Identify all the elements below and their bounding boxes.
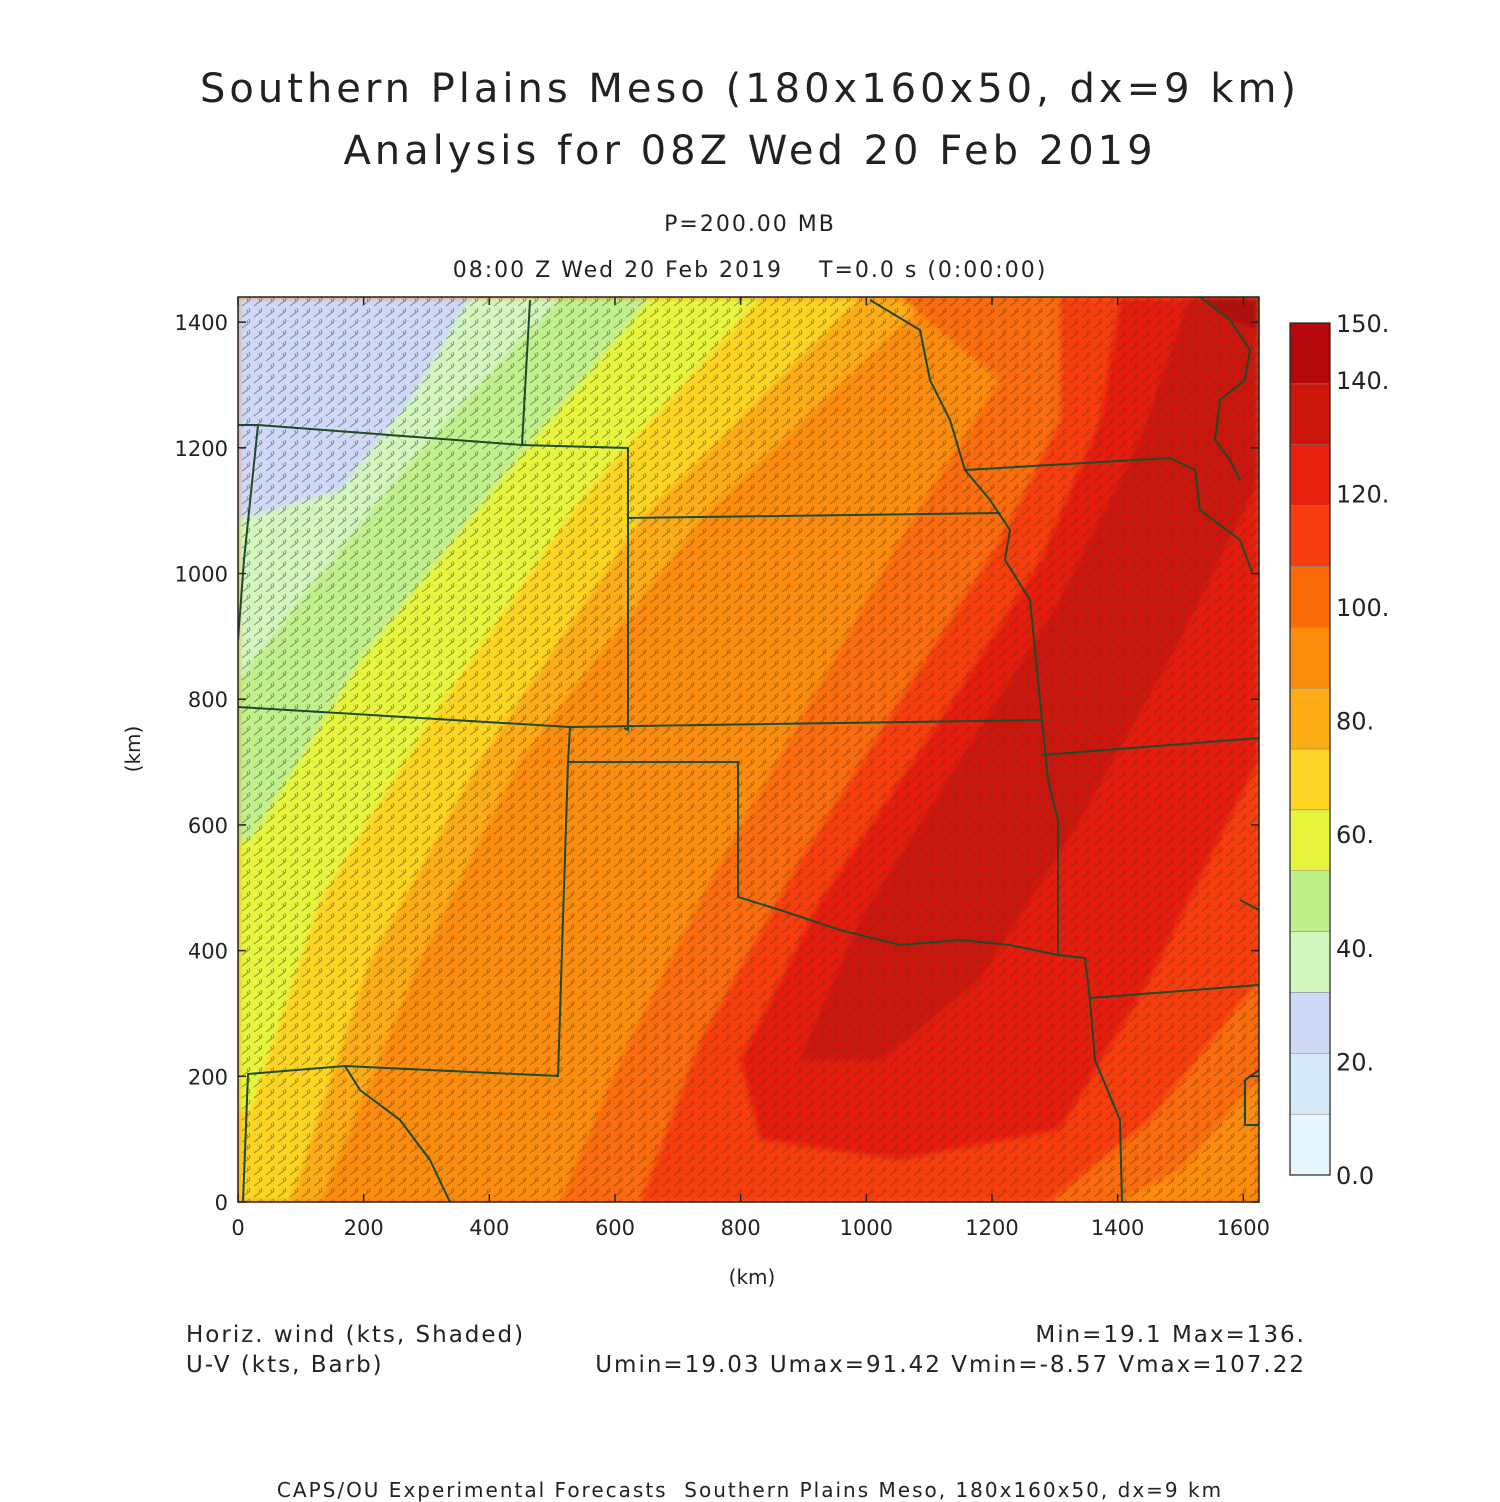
colorbar-label: 60. bbox=[1336, 821, 1374, 849]
colorbar-swatch bbox=[1289, 931, 1331, 993]
x-tick-label: 200 bbox=[344, 1216, 384, 1240]
colorbar-swatch bbox=[1289, 505, 1331, 567]
credits: CAPS/OU Experimental Forecasts Southern … bbox=[276, 1478, 1224, 1502]
pressure-level: P=200.00 MB bbox=[664, 212, 836, 237]
title-line-2: Analysis for 08Z Wed 20 Feb 2019 bbox=[343, 128, 1157, 174]
colorbar-label: 100. bbox=[1336, 594, 1389, 622]
colorbar-swatch bbox=[1289, 687, 1331, 750]
uv-min-max-summary: Umin=19.03 Umax=91.42 Vmin=-8.57 Vmax=10… bbox=[595, 1352, 1306, 1378]
plot-frame bbox=[237, 296, 1260, 1203]
title-line-1: Southern Plains Meso (180x160x50, dx=9 k… bbox=[199, 66, 1301, 112]
y-axis: 0 200 400 600 800 1000 1200 1400 bbox=[175, 311, 1259, 1215]
colorbar-swatch bbox=[1289, 1053, 1331, 1115]
colorbar-swatch bbox=[1289, 566, 1331, 628]
x-axis: 0 200 400 600 800 1000 1200 1400 1600 bbox=[231, 297, 1270, 1240]
y-tick-label: 600 bbox=[188, 814, 228, 838]
colorbar-label: 150. bbox=[1336, 310, 1389, 338]
x-tick-label: 1200 bbox=[965, 1216, 1018, 1240]
x-tick-label: 800 bbox=[721, 1216, 761, 1240]
colorbar: 0.0 20. 40. 60. 80. 100. 120. 140. 150. bbox=[1289, 310, 1389, 1190]
state-borders bbox=[238, 297, 1259, 1202]
y-tick-label: 1400 bbox=[175, 311, 228, 335]
shaded-field-description: Horiz. wind (kts, Shaded) bbox=[186, 1322, 526, 1348]
colorbar-swatch bbox=[1289, 809, 1331, 871]
min-max-summary: Min=19.1 Max=136. bbox=[1035, 1322, 1306, 1348]
colorbar-swatch bbox=[1289, 748, 1331, 811]
colorbar-label: 0.0 bbox=[1336, 1162, 1374, 1190]
colorbar-frame bbox=[1289, 322, 1331, 1176]
y-tick-label: 800 bbox=[188, 688, 228, 712]
x-axis-label: (km) bbox=[729, 1265, 776, 1289]
y-tick-label: 1000 bbox=[175, 563, 228, 587]
colorbar-swatch bbox=[1289, 992, 1331, 1054]
shaded-wind-field bbox=[238, 297, 1259, 1202]
colorbar-swatch bbox=[1289, 444, 1331, 506]
colorbar-swatch bbox=[1289, 627, 1331, 689]
barb-field-description: U-V (kts, Barb) bbox=[186, 1352, 384, 1378]
x-tick-label: 1000 bbox=[840, 1216, 893, 1240]
y-tick-label: 400 bbox=[188, 940, 228, 964]
y-axis-label: (km) bbox=[121, 726, 145, 773]
x-tick-label: 600 bbox=[595, 1216, 635, 1240]
colorbar-swatch bbox=[1289, 322, 1331, 385]
x-tick-label: 0 bbox=[231, 1216, 244, 1240]
y-tick-label: 0 bbox=[215, 1191, 228, 1215]
colorbar-label: 140. bbox=[1336, 367, 1389, 395]
colorbar-swatch bbox=[1289, 870, 1331, 932]
y-tick-label: 1200 bbox=[175, 437, 228, 461]
valid-time: 08:00 Z Wed 20 Feb 2019 T=0.0 s (0:00:00… bbox=[452, 258, 1048, 283]
colorbar-label: 120. bbox=[1336, 480, 1389, 508]
x-tick-label: 1600 bbox=[1217, 1216, 1270, 1240]
colorbar-label: 40. bbox=[1336, 935, 1374, 963]
x-tick-label: 400 bbox=[469, 1216, 509, 1240]
colorbar-swatch bbox=[1289, 383, 1331, 445]
colorbar-label: 80. bbox=[1336, 708, 1374, 736]
x-tick-label: 1400 bbox=[1091, 1216, 1144, 1240]
colorbar-label: 20. bbox=[1336, 1048, 1374, 1076]
colorbar-swatch bbox=[1289, 1113, 1331, 1176]
y-tick-label: 200 bbox=[188, 1065, 228, 1089]
